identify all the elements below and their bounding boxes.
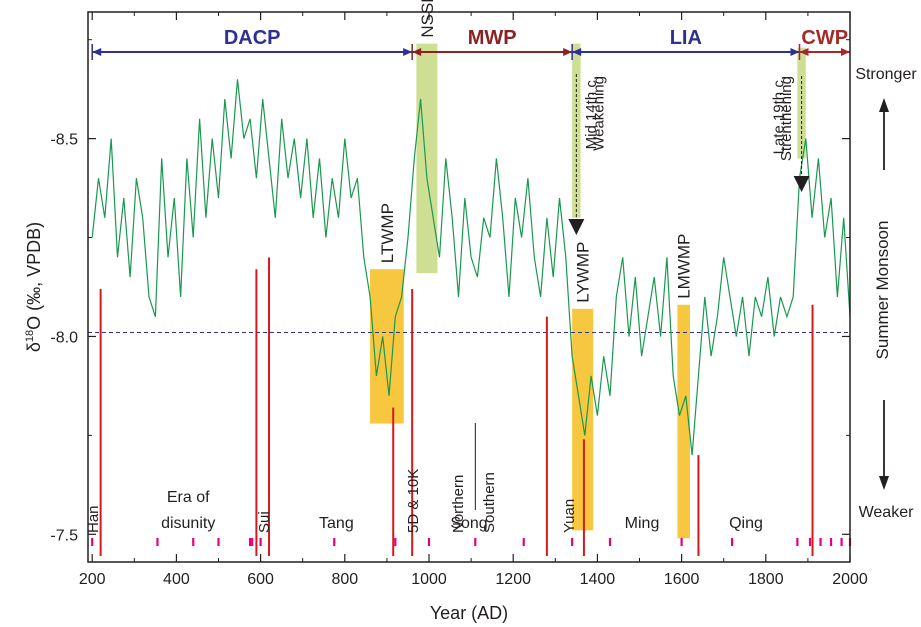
x-axis-label: Year (AD) [430,603,508,623]
dynasty-label: disunity [161,515,215,532]
period-label: LIA [670,27,702,49]
y-axis-label-rest: O (‰, VPDB) [24,222,44,330]
annotation-label: Mid 14th c. [583,76,600,149]
shaded-box [677,304,691,539]
x-tick-label: 800 [331,571,358,588]
delta-18o-series-line [91,79,851,456]
annotation-label: Weakening [590,76,607,151]
shaded-period-label: LMWMP [675,234,694,299]
x-tick-label: 1600 [664,571,700,588]
x-tick-label: 400 [163,571,190,588]
right-axis-label: Summer Monsoon [873,221,892,360]
period-arrowhead-right [403,48,413,56]
dynasty-label: Northern [450,475,467,533]
dynasty-label: Han [85,505,102,533]
dynasty-label: Qing [729,515,763,532]
shaded-period-label: LTWMP [378,203,397,263]
weaker-arrowhead [879,476,889,490]
markers-layer: LTWMP NSSMP LYWMP LMWMP DACP MWP LIA CWP Mid 14t… [85,0,852,556]
x-tick-label: 1000 [411,571,447,588]
plot-frame [87,11,851,563]
y-tick-label: -7.5 [50,527,78,544]
x-tick-label: 200 [79,571,106,588]
y-axis-label-sup: 18 [24,330,36,342]
dynasty-label: Ming [625,515,660,532]
y-axis-label: δ18O (‰, VPDB) [24,222,44,352]
right-weaker-label: Weaker [859,504,915,521]
dynasty-label: Song [450,515,487,532]
trend-arrowhead [568,219,585,235]
period-label: DACP [224,27,281,49]
x-tick-label: 1400 [580,571,616,588]
x-tick-label: 1800 [748,571,784,588]
dynasty-label: Southern [481,472,498,533]
annotation-label: Late 19th c. [771,76,788,154]
shaded-box [416,43,438,274]
dynasty-label: Tang [319,515,354,532]
period-arrowhead-left [92,48,102,56]
axes-layer: 200 400 600 800 1000 1200 1400 1600 1800 2000 -8.5… [50,12,868,588]
period-arrowhead-right [563,48,573,56]
y-axis-label-delta: δ [24,342,44,352]
period-arrowhead-left [799,48,809,56]
period-label: CWP [801,27,848,49]
dynasty-label: Sui [256,511,273,533]
stronger-arrowhead [879,98,889,112]
period-arrowhead-left [572,48,582,56]
y-tick-label: -8.5 [50,132,78,149]
x-tick-label: 1200 [495,571,531,588]
x-tick-label: 2000 [832,571,868,588]
period-arrowhead-left [412,48,422,56]
period-label: MWP [468,27,517,49]
shaded-box [370,269,404,424]
period-arrowhead-right [841,48,850,56]
right-stronger-label: Stronger [855,66,917,83]
dynasty-label: Yuan [561,499,578,533]
dynasty-label: 5D & 10K [405,469,422,533]
trend-arrowhead [793,176,810,192]
period-arrowhead-right [790,48,800,56]
dynasty-label: Era of [167,489,210,506]
annotation-label: Strenthening [778,76,795,161]
shaded-period-label: LYWMP [574,242,593,303]
shaded-period-label: NSSMP [418,0,437,38]
y-tick-label: -8.0 [50,329,78,346]
x-tick-label: 600 [247,571,274,588]
